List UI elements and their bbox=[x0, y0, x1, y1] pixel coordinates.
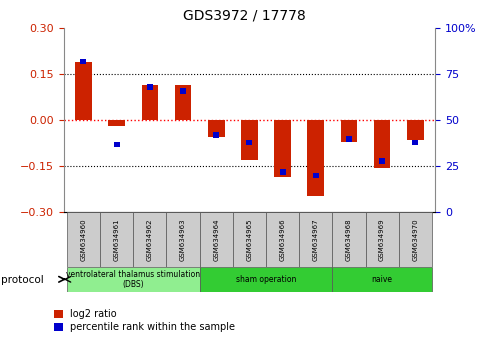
Bar bbox=[332, 212, 365, 267]
Text: GSM634966: GSM634966 bbox=[279, 218, 285, 261]
Bar bbox=[345, 136, 351, 142]
Bar bbox=[199, 267, 332, 292]
Legend: log2 ratio, percentile rank within the sample: log2 ratio, percentile rank within the s… bbox=[54, 309, 235, 332]
Bar bbox=[180, 88, 185, 94]
Bar bbox=[133, 212, 166, 267]
Text: GSM634964: GSM634964 bbox=[213, 218, 219, 261]
Bar bbox=[365, 212, 398, 267]
Text: GSM634965: GSM634965 bbox=[246, 218, 252, 261]
Text: protocol: protocol bbox=[1, 275, 43, 285]
Bar bbox=[166, 212, 199, 267]
Bar bbox=[411, 140, 417, 145]
Bar bbox=[406, 120, 423, 140]
Text: ventrolateral thalamus stimulation
(DBS): ventrolateral thalamus stimulation (DBS) bbox=[66, 270, 200, 289]
Bar bbox=[207, 120, 224, 137]
Bar bbox=[307, 120, 324, 195]
Bar bbox=[67, 212, 100, 267]
Text: GDS3972 / 17778: GDS3972 / 17778 bbox=[183, 9, 305, 23]
Bar bbox=[332, 267, 431, 292]
Bar bbox=[398, 212, 431, 267]
Bar bbox=[81, 59, 86, 64]
Bar bbox=[75, 62, 92, 120]
Bar bbox=[265, 212, 299, 267]
Bar bbox=[241, 120, 257, 160]
Text: GSM634962: GSM634962 bbox=[146, 218, 153, 261]
Bar bbox=[340, 120, 357, 142]
Text: GSM634968: GSM634968 bbox=[345, 218, 351, 261]
Bar bbox=[246, 140, 252, 145]
Bar bbox=[312, 173, 318, 178]
Text: GSM634961: GSM634961 bbox=[113, 218, 120, 261]
Text: sham operation: sham operation bbox=[235, 275, 296, 284]
Bar bbox=[108, 120, 125, 126]
Bar bbox=[100, 212, 133, 267]
Text: GSM634970: GSM634970 bbox=[411, 218, 417, 261]
Bar bbox=[299, 212, 332, 267]
Text: GSM634963: GSM634963 bbox=[180, 218, 185, 261]
Bar bbox=[279, 169, 285, 175]
Bar bbox=[373, 120, 389, 168]
Text: GSM634967: GSM634967 bbox=[312, 218, 318, 261]
Bar bbox=[67, 267, 199, 292]
Bar bbox=[274, 120, 290, 177]
Bar bbox=[232, 212, 265, 267]
Bar bbox=[213, 132, 219, 138]
Bar bbox=[378, 158, 385, 164]
Bar bbox=[146, 85, 153, 90]
Text: GSM634960: GSM634960 bbox=[81, 218, 86, 261]
Text: GSM634969: GSM634969 bbox=[378, 218, 385, 261]
Bar bbox=[199, 212, 232, 267]
Bar bbox=[174, 85, 191, 120]
Text: naive: naive bbox=[371, 275, 392, 284]
Bar bbox=[141, 85, 158, 120]
Bar bbox=[113, 142, 120, 147]
